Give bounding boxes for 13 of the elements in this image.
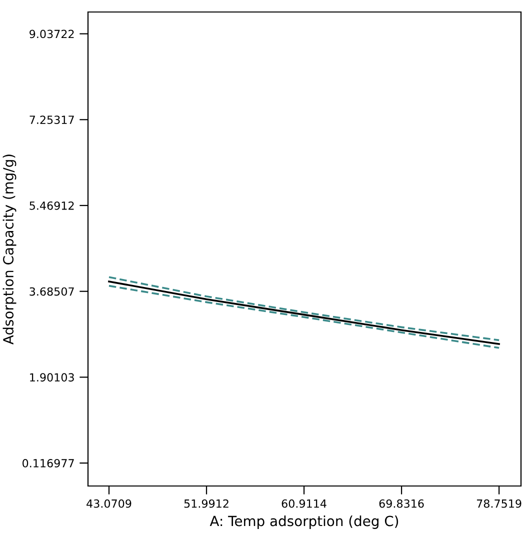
y-tick-label: 0.116977: [22, 459, 74, 468]
x-tick-label: 60.9114: [282, 499, 326, 508]
x-tick-label: 69.8316: [379, 499, 424, 508]
y-tick-label: 3.68507: [30, 287, 74, 296]
y-tick-label: 5.46912: [30, 201, 74, 210]
y-axis-title: Adsorption Capacity (mg/g): [2, 154, 16, 344]
x-axis-title: A: Temp adsorption (deg C): [210, 516, 398, 529]
x-tick-label: 51.9912: [184, 499, 228, 508]
y-tick-label: 9.03722: [30, 30, 74, 38]
x-tick-label: 43.0709: [86, 499, 132, 508]
y-tick-label: 7.25317: [30, 116, 74, 124]
y-tick-label: 1.90103: [30, 373, 74, 382]
x-tick-label: 78.7519: [476, 499, 522, 508]
